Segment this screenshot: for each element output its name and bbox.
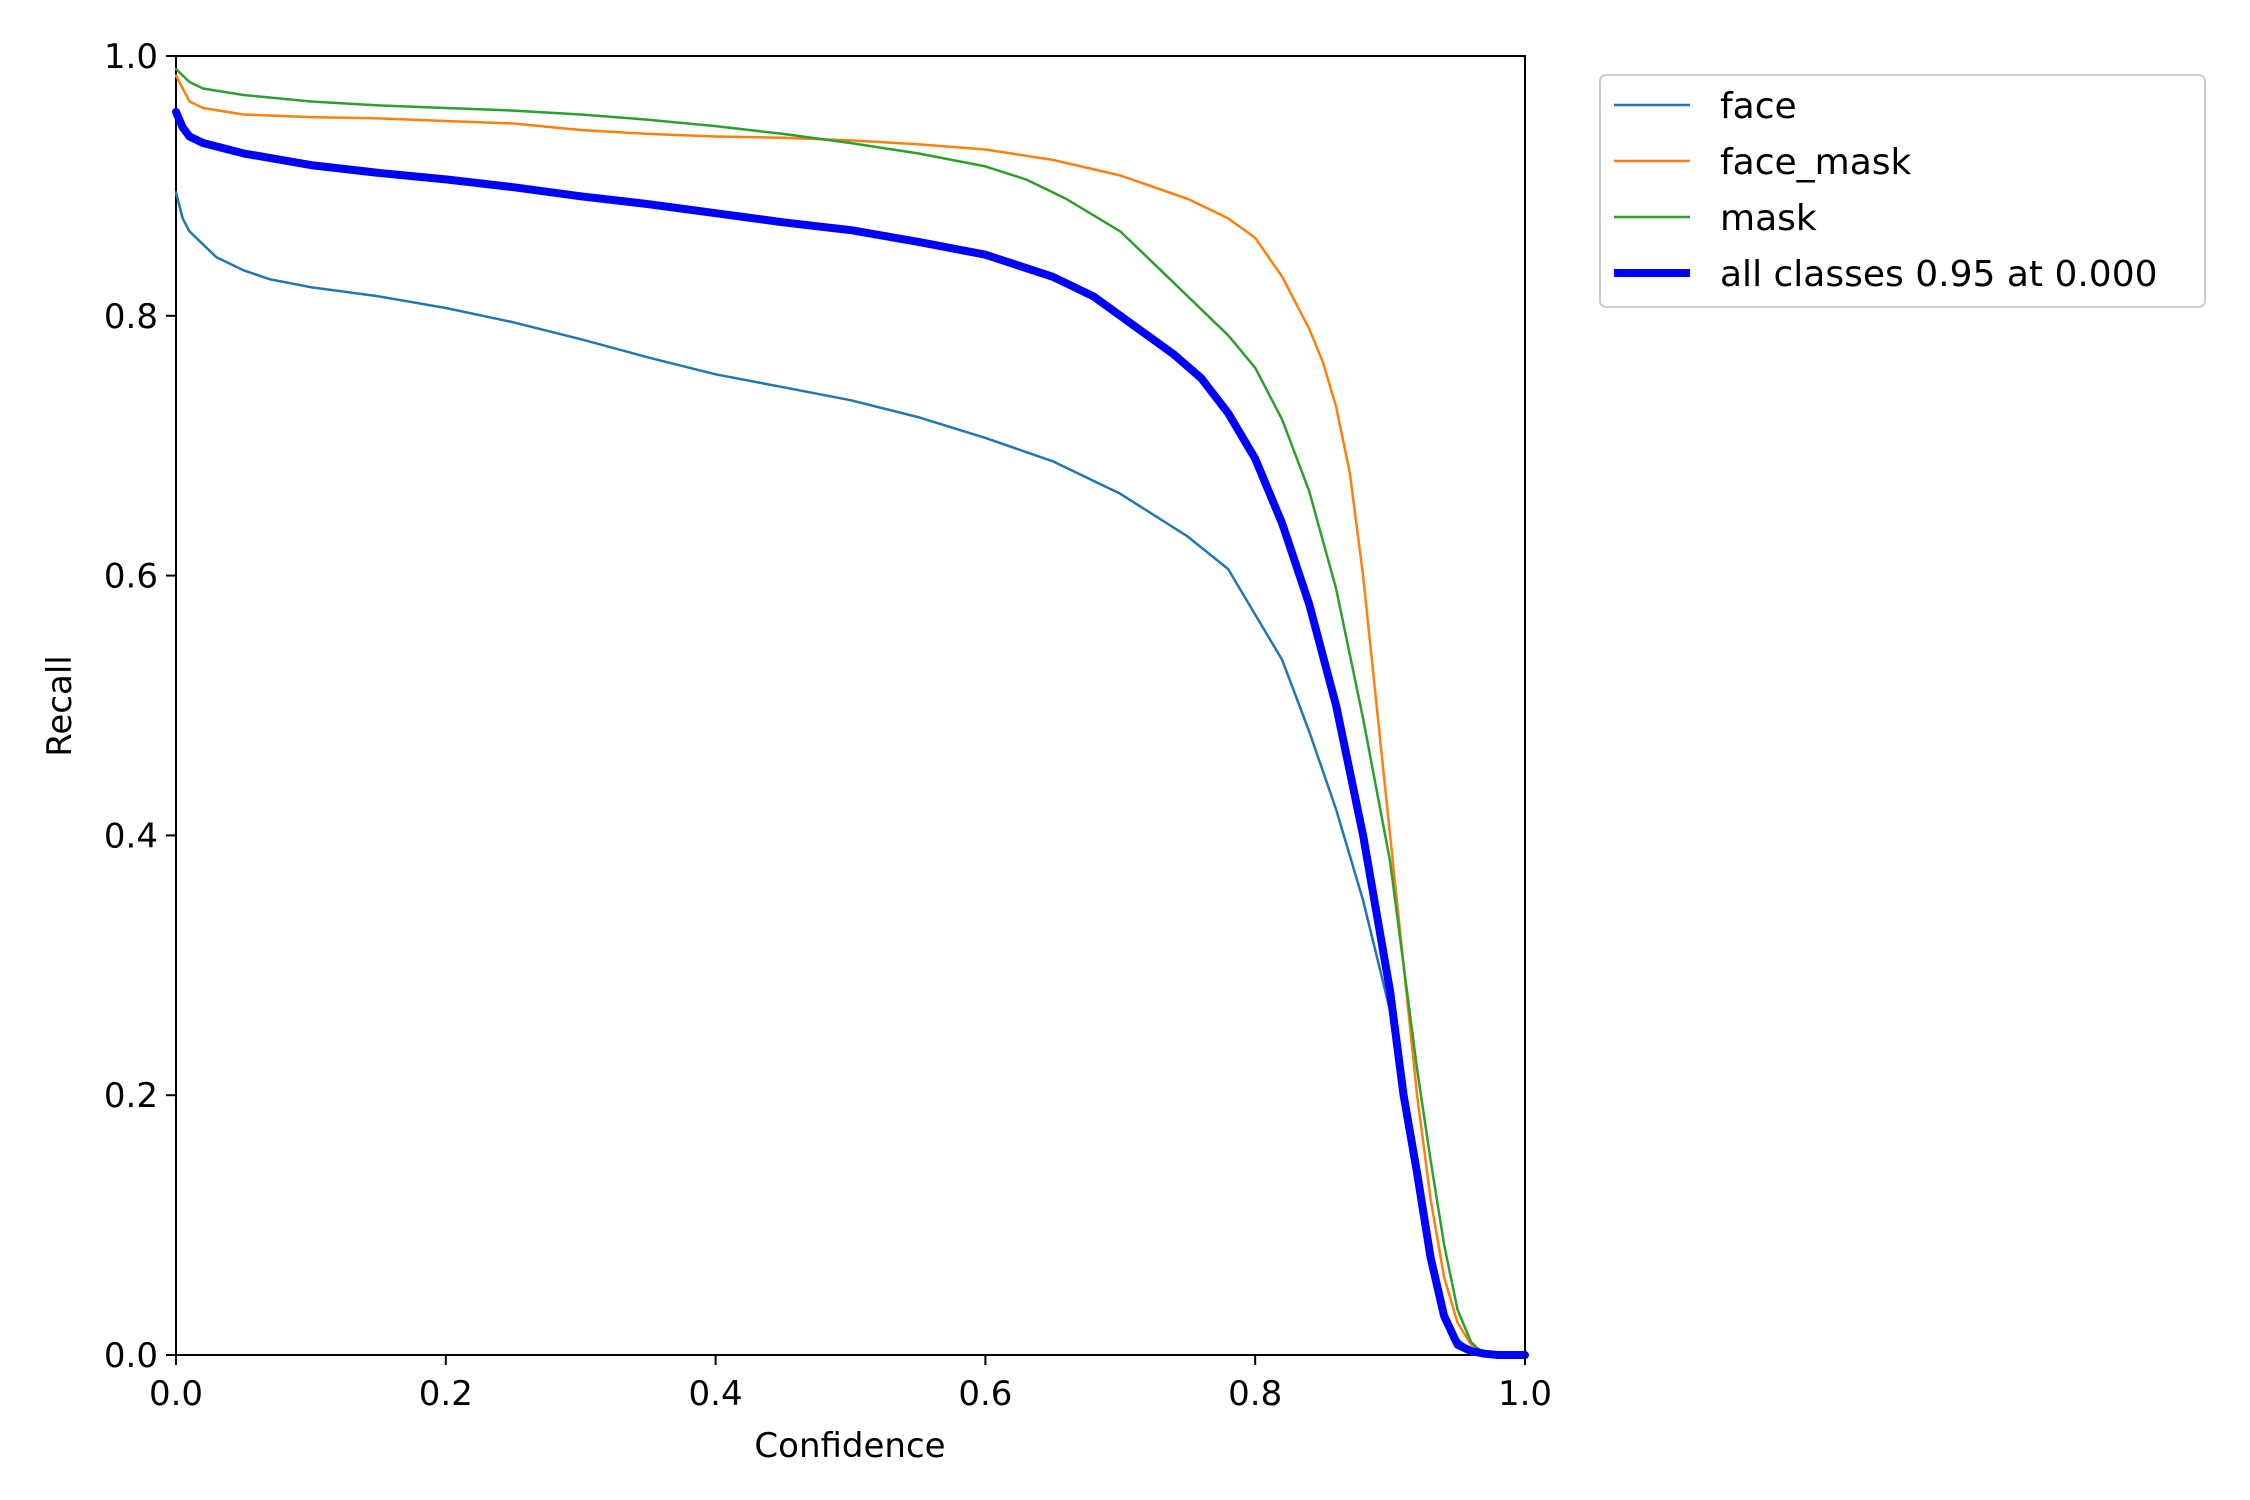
y-tick-label: 0.2 [104, 1076, 158, 1116]
x-axis-label: Confidence [754, 1426, 945, 1466]
x-axis-ticks: 0.0 0.2 0.4 0.6 0.8 1.0 [149, 1355, 1552, 1414]
x-tick-label: 0.4 [689, 1374, 743, 1414]
y-tick-label: 0.6 [104, 557, 158, 597]
y-tick-label: 0.4 [104, 816, 158, 856]
x-tick-label: 0.8 [1228, 1374, 1282, 1414]
legend-label-1: face_mask [1720, 142, 1912, 183]
y-tick-label: 1.0 [104, 37, 158, 77]
x-tick-label: 0.6 [958, 1374, 1012, 1414]
y-tick-label: 0.0 [104, 1336, 158, 1376]
x-tick-label: 1.0 [1498, 1374, 1552, 1414]
x-tick-label: 0.0 [149, 1374, 203, 1414]
y-tick-label: 0.8 [104, 297, 158, 337]
legend-box [1599, 74, 2206, 308]
legend-label-0: face [1720, 86, 1797, 127]
series-line-1 [174, 74, 1527, 1357]
series-line-2 [174, 67, 1527, 1357]
y-axis-ticks: 0.0 0.2 0.4 0.6 0.8 1.0 [104, 37, 176, 1376]
series-layer [172, 67, 1529, 1359]
legend-label-3: all classes 0.95 at 0.000 [1720, 254, 2158, 295]
series-line-3 [172, 107, 1529, 1359]
x-tick-label: 0.2 [419, 1374, 473, 1414]
y-axis-label: Recall [40, 655, 80, 756]
legend-label-2: mask [1720, 198, 1817, 239]
plot-area [175, 55, 1526, 1356]
